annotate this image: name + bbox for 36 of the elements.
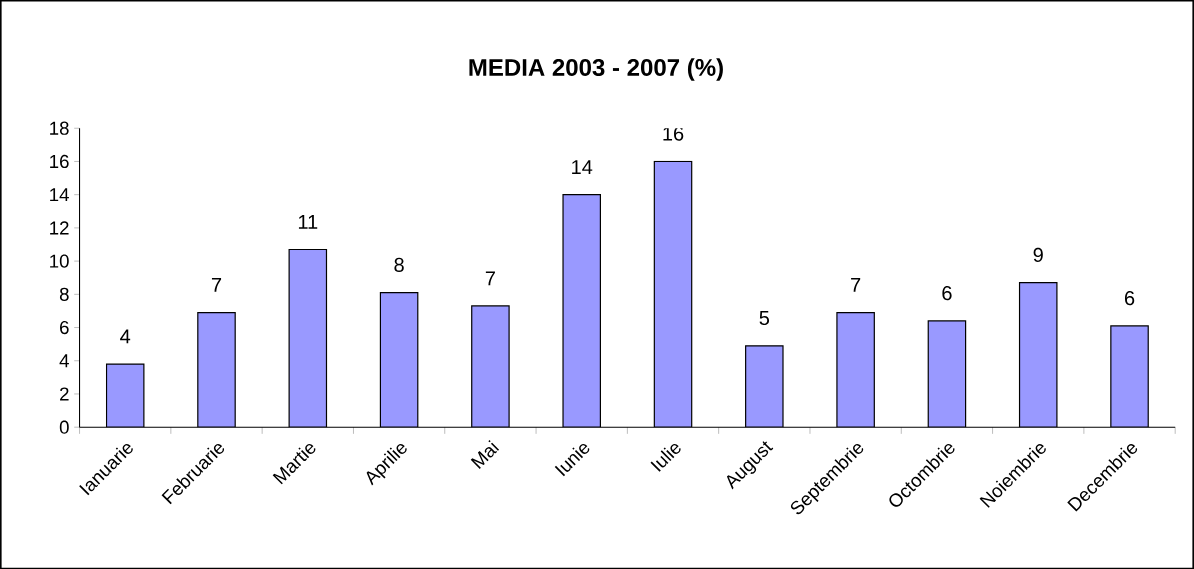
data-label: 6 [1124, 290, 1135, 305]
x-tick-label: Mai [470, 439, 500, 469]
bar [1110, 325, 1149, 427]
bar [653, 160, 693, 427]
y-tick-label: 8 [59, 287, 69, 301]
data-label: 7 [211, 277, 222, 292]
y-tick-label: 10 [50, 254, 69, 268]
y-tick-label: 12 [50, 221, 69, 235]
bar [1018, 281, 1058, 427]
y-tick-label: 14 [50, 188, 69, 201]
bar [927, 320, 967, 427]
bar [288, 248, 328, 427]
bar [562, 193, 601, 427]
bar [197, 311, 236, 427]
data-label: 9 [1033, 247, 1043, 262]
x-tick-label: Iulie [650, 443, 681, 472]
y-tick-label: 2 [60, 387, 69, 401]
y-tick-label: 18 [50, 121, 69, 135]
data-label: 14 [572, 159, 593, 174]
bar [105, 363, 145, 427]
bar [379, 291, 419, 427]
y-tick-label: 6 [60, 320, 69, 334]
data-label: 4 [120, 329, 131, 344]
data-label: 8 [394, 257, 404, 272]
y-tick-label: 16 [50, 154, 69, 168]
data-label: 5 [759, 310, 770, 325]
bar [471, 305, 510, 427]
data-label: 6 [942, 285, 952, 300]
data-label: 7 [851, 277, 861, 292]
chart-title: MEDIA 2003 - 2007 (%) [469, 58, 723, 81]
y-tick-label: 4 [59, 354, 69, 367]
data-label: 7 [485, 271, 495, 285]
data-label: 11 [298, 214, 318, 229]
bar [836, 311, 875, 427]
y-tick-label: 0 [59, 420, 69, 434]
bar [745, 344, 784, 427]
